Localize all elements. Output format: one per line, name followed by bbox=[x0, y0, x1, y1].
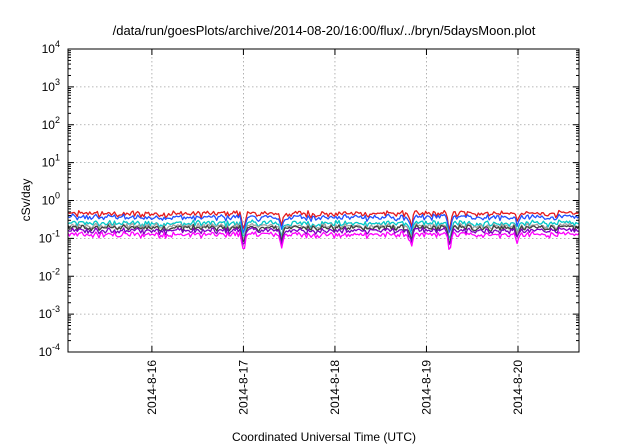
y-tick-label: 10-1 bbox=[39, 228, 60, 245]
x-tick-label: 2014-8-18 bbox=[328, 360, 342, 415]
y-tick-labels: 10-4 10-3 10-2 10-1 100 101 102 103 104 bbox=[39, 39, 60, 359]
grid-layer bbox=[68, 49, 579, 352]
y-tick-label: 10-2 bbox=[39, 266, 60, 283]
y-tick-label: 100 bbox=[42, 191, 60, 208]
series-line-7 bbox=[67, 230, 580, 250]
y-axis-label: cSv/day bbox=[19, 179, 33, 222]
y-tick-label: 10-3 bbox=[39, 304, 60, 321]
y-tick-label: 103 bbox=[42, 77, 60, 94]
series-line-5 bbox=[67, 224, 580, 245]
y-tick-label: 102 bbox=[42, 115, 60, 132]
series-line-3 bbox=[67, 219, 580, 240]
x-tick-label: 2014-8-19 bbox=[419, 360, 433, 415]
y-tick-label: 104 bbox=[42, 39, 60, 56]
x-tick-label: 2014-8-16 bbox=[145, 360, 159, 415]
series-layer bbox=[67, 209, 580, 250]
x-tick-labels: 2014-8-16 2014-8-17 2014-8-18 2014-8-19 2014… bbox=[145, 360, 525, 415]
x-tick-label: 2014-8-20 bbox=[511, 360, 525, 415]
series-line-1 bbox=[67, 209, 580, 231]
x-axis-label: Coordinated Universal Time (UTC) bbox=[232, 430, 416, 444]
tick-layer bbox=[68, 48, 579, 353]
series-line-2 bbox=[67, 213, 580, 234]
y-tick-label: 10-4 bbox=[39, 342, 60, 359]
chart-title: /data/run/goesPlots/archive/2014-08-20/1… bbox=[113, 23, 536, 38]
x-tick-label: 2014-8-17 bbox=[236, 360, 250, 415]
series-line-6 bbox=[67, 226, 580, 246]
y-tick-label: 101 bbox=[42, 153, 60, 170]
